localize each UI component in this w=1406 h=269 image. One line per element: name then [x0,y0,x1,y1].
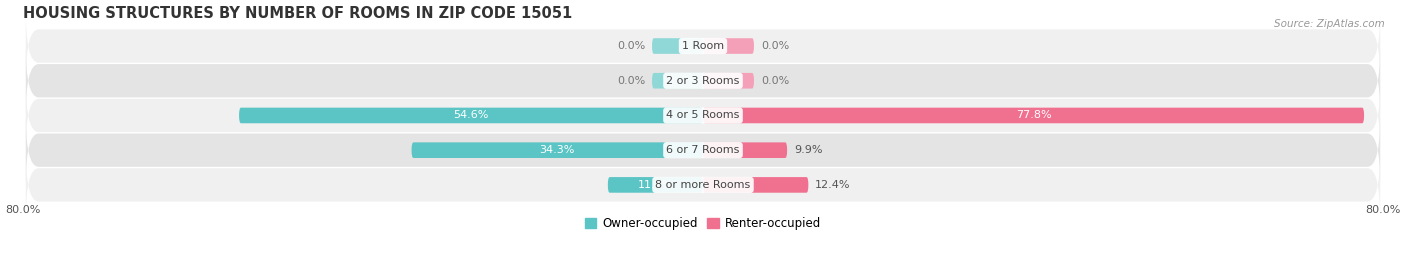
Text: 6 or 7 Rooms: 6 or 7 Rooms [666,145,740,155]
Text: 9.9%: 9.9% [794,145,823,155]
FancyBboxPatch shape [703,142,787,158]
FancyBboxPatch shape [703,177,808,193]
Text: 1 Room: 1 Room [682,41,724,51]
Text: 11.2%: 11.2% [638,180,673,190]
FancyBboxPatch shape [25,45,1381,116]
Text: 8 or more Rooms: 8 or more Rooms [655,180,751,190]
Legend: Owner-occupied, Renter-occupied: Owner-occupied, Renter-occupied [579,212,827,235]
FancyBboxPatch shape [703,108,1364,123]
Text: 34.3%: 34.3% [540,145,575,155]
Text: HOUSING STRUCTURES BY NUMBER OF ROOMS IN ZIP CODE 15051: HOUSING STRUCTURES BY NUMBER OF ROOMS IN… [24,6,572,20]
FancyBboxPatch shape [25,150,1381,220]
FancyBboxPatch shape [25,10,1381,82]
Text: 0.0%: 0.0% [761,41,789,51]
Text: 4 or 5 Rooms: 4 or 5 Rooms [666,111,740,121]
Text: Source: ZipAtlas.com: Source: ZipAtlas.com [1274,19,1385,29]
FancyBboxPatch shape [25,115,1381,186]
Text: 0.0%: 0.0% [617,76,645,86]
Text: 2 or 3 Rooms: 2 or 3 Rooms [666,76,740,86]
Text: 0.0%: 0.0% [617,41,645,51]
FancyBboxPatch shape [25,80,1381,151]
FancyBboxPatch shape [607,177,703,193]
Text: 54.6%: 54.6% [453,111,489,121]
Text: 0.0%: 0.0% [761,76,789,86]
FancyBboxPatch shape [703,73,754,89]
Text: 77.8%: 77.8% [1015,111,1052,121]
FancyBboxPatch shape [239,108,703,123]
FancyBboxPatch shape [652,38,703,54]
FancyBboxPatch shape [652,73,703,89]
Text: 12.4%: 12.4% [815,180,851,190]
FancyBboxPatch shape [412,142,703,158]
FancyBboxPatch shape [703,38,754,54]
